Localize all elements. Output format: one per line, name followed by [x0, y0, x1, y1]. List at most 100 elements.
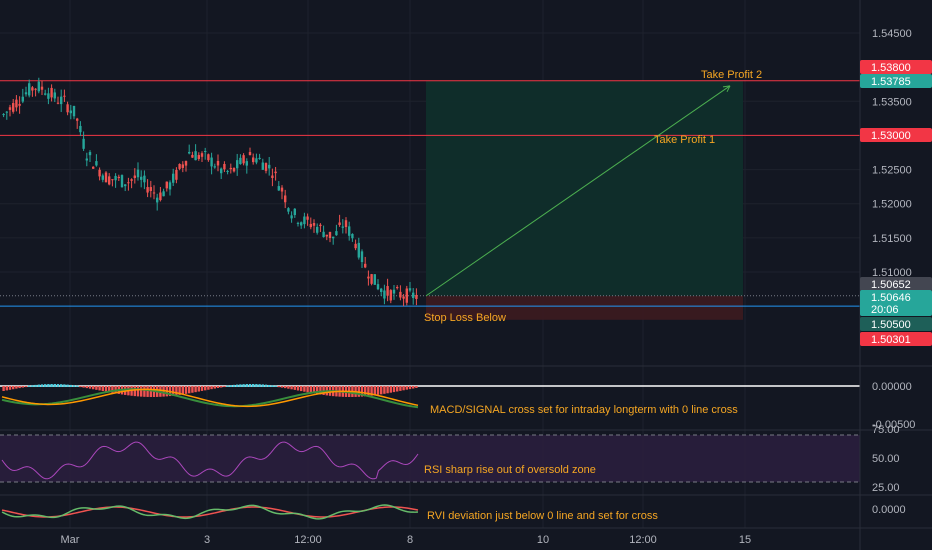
price-tick-label: 1.51500: [872, 233, 912, 245]
candle-body: [364, 263, 367, 268]
candle-body: [194, 151, 197, 161]
macd-histogram-bar: [85, 386, 88, 389]
take-profit-2-label: Take Profit 2: [701, 69, 762, 81]
macd-histogram-bar: [207, 386, 210, 390]
macd-histogram-bar: [271, 385, 274, 387]
macd-histogram-bar: [18, 386, 21, 389]
macd-histogram-bar: [69, 384, 72, 387]
macd-histogram-bar: [223, 386, 226, 388]
candle-body: [341, 226, 344, 228]
candle-body: [69, 110, 72, 114]
candle-body: [21, 96, 24, 102]
macd-histogram-bar: [284, 386, 287, 389]
price-tick-label: 1.53500: [872, 96, 912, 108]
macd-histogram-bar: [213, 386, 216, 389]
price-tag-label: 1.53000: [871, 130, 911, 142]
macd-histogram-bar: [44, 384, 47, 387]
level-lines: [0, 80, 860, 307]
candle-body: [127, 182, 130, 184]
macd-histogram-bar: [319, 386, 322, 395]
candle-body: [261, 162, 264, 170]
candle-body: [133, 175, 136, 178]
time-tick-label: 15: [739, 534, 751, 546]
candle-body: [143, 175, 146, 183]
candle-body: [197, 155, 200, 159]
candle-body: [108, 176, 111, 185]
macd-histogram-bar: [188, 386, 191, 394]
candle-body: [15, 99, 18, 108]
candle-body: [335, 231, 338, 236]
macd-histogram-bar: [15, 386, 18, 389]
time-tick-label: 3: [204, 534, 210, 546]
macd-histogram-bar: [239, 384, 242, 387]
macd-tick-label: 0.00000: [872, 381, 912, 393]
candle-body: [92, 166, 95, 169]
rvi-annotation: RVI deviation just below 0 line and set …: [427, 510, 658, 522]
macd-histogram-bar: [47, 384, 50, 387]
candle-body: [181, 164, 184, 168]
macd-histogram-bar: [40, 384, 44, 387]
candle-body: [328, 231, 332, 239]
macd-histogram-bar: [101, 386, 104, 392]
macd-histogram-bar: [277, 386, 280, 388]
time-tick-label: 12:00: [629, 534, 657, 546]
macd-histogram-bar: [181, 386, 184, 395]
candle-body: [98, 169, 101, 177]
candle-body: [79, 125, 82, 133]
price-tick-label: 1.51000: [872, 267, 912, 279]
candle-body: [348, 226, 351, 236]
candle-body: [389, 290, 392, 301]
macd-histogram-bar: [143, 386, 146, 397]
macd-histogram-bar: [415, 386, 418, 388]
candle-body: [280, 187, 284, 192]
candle-body: [63, 95, 66, 97]
macd-histogram-bar: [197, 386, 200, 392]
candle-body: [165, 181, 168, 189]
macd-histogram-bar: [104, 386, 108, 392]
candle-body: [85, 158, 88, 161]
candle-body: [309, 223, 312, 228]
macd-histogram-bar: [140, 386, 143, 397]
macd-histogram-bar: [226, 385, 229, 387]
candle-body: [213, 166, 216, 168]
price-tick-label: 1.52500: [872, 165, 912, 177]
candle-body: [322, 231, 325, 238]
arrow-head-icon: [722, 85, 731, 93]
macd-histogram-bar: [191, 386, 194, 393]
candle-body: [104, 172, 108, 183]
macd-histogram-bar: [210, 386, 213, 390]
rvi-signal-line: [1, 506, 419, 518]
macd-histogram-bar: [412, 386, 415, 389]
candle-body: [184, 161, 188, 166]
macd-histogram-bar: [255, 384, 258, 387]
candle-body: [325, 234, 328, 237]
macd-histogram-bar: [136, 386, 140, 397]
candle-body: [124, 184, 127, 187]
candle-body: [114, 175, 117, 181]
macd-histogram-bar: [245, 384, 248, 387]
macd-histogram-bar: [56, 384, 60, 387]
macd-histogram-bar: [376, 386, 380, 395]
macd-histogram-bar: [309, 386, 312, 393]
candle-body: [207, 154, 210, 161]
rsi-band: [0, 435, 860, 482]
macd-histogram-bar: [28, 385, 31, 387]
candle-body: [60, 96, 63, 105]
candle-body: [415, 294, 418, 299]
candle-body: [120, 175, 124, 188]
candle-body: [8, 107, 12, 110]
candle-body: [5, 111, 8, 113]
candle-body: [306, 216, 309, 220]
candle-body: [245, 161, 248, 166]
time-tick-label: 8: [407, 534, 413, 546]
macd-histogram-bar: [21, 386, 24, 388]
macd-histogram-bar: [287, 386, 290, 389]
candle-body: [149, 187, 152, 191]
candle-body: [300, 222, 303, 226]
macd-histogram-bar: [63, 384, 66, 387]
macd-histogram-bar: [12, 386, 15, 390]
candle-body: [140, 176, 143, 180]
candle-body: [268, 164, 271, 169]
